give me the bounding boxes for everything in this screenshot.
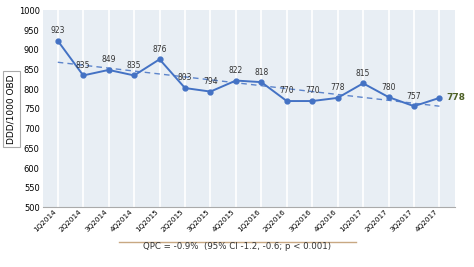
Text: 770: 770 [305,87,319,96]
Text: 815: 815 [356,69,370,78]
Text: 822: 822 [229,66,243,75]
Text: 803: 803 [178,73,192,83]
Text: 770: 770 [280,87,294,96]
Text: 835: 835 [127,61,141,70]
Y-axis label: DDD/1000 OBD: DDD/1000 OBD [7,74,16,144]
Text: 923: 923 [51,26,65,35]
Text: 794: 794 [203,77,218,86]
Text: 780: 780 [381,83,396,92]
Text: 778: 778 [447,93,465,102]
Text: QPC = -0.9%  (95% CI -1.2, -0.6; p < 0.001): QPC = -0.9% (95% CI -1.2, -0.6; p < 0.00… [143,242,331,252]
Text: 757: 757 [407,92,421,101]
Text: 778: 778 [330,83,345,92]
Text: 876: 876 [152,45,167,54]
Text: 818: 818 [254,68,268,77]
Text: 849: 849 [101,55,116,64]
Text: 835: 835 [76,61,91,70]
